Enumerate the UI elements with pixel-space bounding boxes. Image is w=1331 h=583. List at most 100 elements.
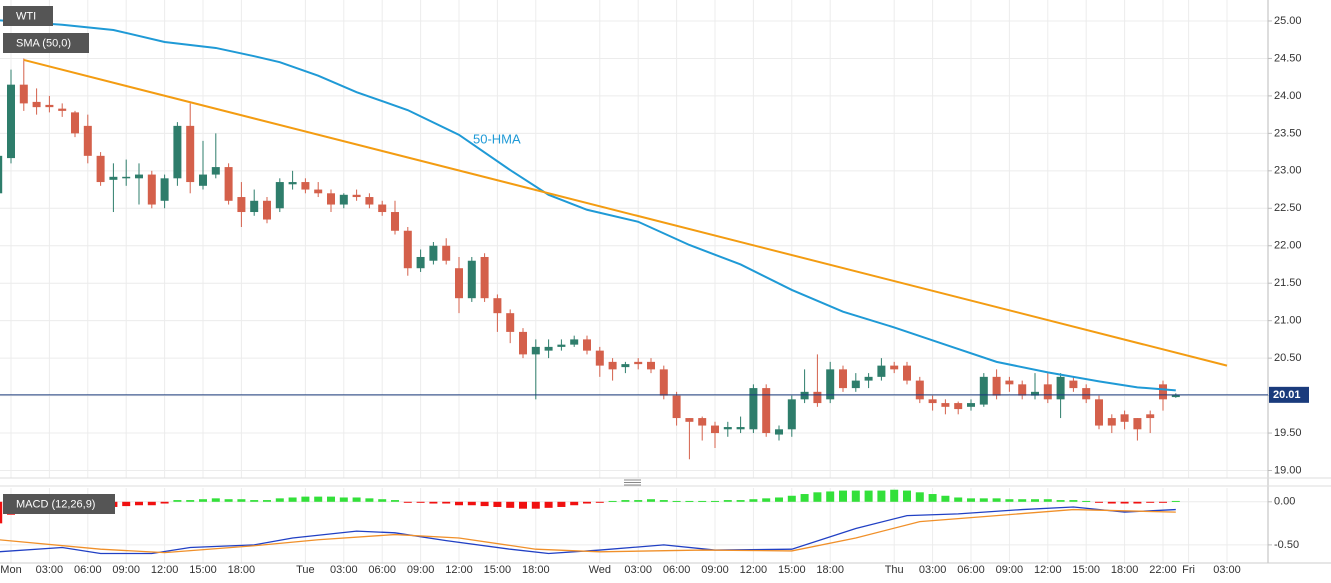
y-tick-label: 25.00 — [1274, 15, 1302, 27]
y-tick-label: 22.00 — [1274, 240, 1302, 252]
candle-body — [583, 339, 591, 351]
candle-body — [32, 101, 41, 108]
candle-body — [608, 361, 617, 370]
candle-body — [1018, 384, 1027, 396]
histogram-bar — [442, 501, 451, 504]
histogram-bar — [723, 500, 732, 502]
resize-handle[interactable] — [624, 479, 641, 486]
candle-body — [1159, 384, 1167, 400]
symbol-box[interactable] — [3, 6, 53, 26]
x-tick-label: 03:00 — [1213, 564, 1241, 576]
histogram-bar — [211, 498, 220, 502]
histogram-bar — [903, 490, 911, 502]
candle-body — [813, 391, 822, 404]
y-tick-label: 24.00 — [1274, 90, 1302, 102]
candle-body — [775, 429, 783, 435]
histogram-bar — [275, 498, 284, 502]
x-tick-label: 06:00 — [957, 564, 985, 576]
candle-body — [711, 425, 719, 434]
histogram-bar — [467, 501, 476, 506]
x-tick-label: 12:00 — [740, 564, 768, 576]
candle-body — [979, 376, 988, 405]
y-tick-label: 21.50 — [1274, 277, 1302, 289]
histogram-bar — [288, 497, 297, 502]
y-tick-label: 24.50 — [1274, 52, 1302, 64]
x-tick-label: 03:00 — [330, 564, 358, 576]
candle-body — [1031, 391, 1039, 396]
candle-body — [570, 339, 579, 345]
candle-body — [442, 245, 451, 261]
histogram-bar — [775, 497, 783, 502]
histogram-bar — [1018, 499, 1027, 502]
legend-label: SMA (50,0) — [16, 37, 71, 49]
candle-body — [224, 167, 233, 201]
histogram-bar — [915, 492, 924, 502]
candle-body — [839, 369, 847, 389]
candle-body — [0, 155, 3, 194]
histogram-bar — [455, 501, 463, 506]
x-tick-label: Thu — [885, 564, 904, 576]
histogram-bar — [749, 499, 758, 502]
histogram-bar — [583, 501, 591, 504]
histogram-bar — [864, 490, 873, 502]
candle-body — [237, 197, 246, 213]
candle-body — [915, 380, 924, 400]
x-tick-label: 06:00 — [663, 564, 691, 576]
histogram-bar — [122, 501, 131, 507]
candle-body — [250, 200, 259, 213]
indicator-box[interactable] — [3, 33, 89, 53]
candle-body — [327, 193, 335, 205]
line — [0, 508, 1176, 554]
price-panel — [0, 19, 1228, 460]
candle-body — [7, 84, 15, 159]
line — [23, 58, 1228, 367]
histogram-bar — [147, 501, 156, 506]
histogram-bar — [339, 497, 348, 502]
last-price-box — [1269, 386, 1309, 403]
x-tick-label: 09:00 — [701, 564, 729, 576]
candle-body — [416, 256, 425, 269]
candle-body — [378, 204, 387, 213]
macd-title: MACD (12,26,9) — [16, 498, 95, 510]
x-tick-label: 03:00 — [624, 564, 652, 576]
candle-body — [954, 403, 963, 410]
candle-body — [1043, 384, 1052, 400]
histogram-bar — [160, 501, 169, 504]
candle-body — [135, 174, 143, 179]
histogram-bar — [1120, 501, 1129, 504]
candle-body — [455, 268, 463, 299]
line — [0, 19, 1176, 392]
candle-body — [160, 178, 169, 201]
histogram-bar — [634, 500, 643, 502]
candle-body — [45, 104, 54, 108]
histogram-bar — [711, 500, 719, 502]
candle-body — [647, 361, 655, 370]
histogram-bar — [250, 500, 259, 502]
histogram-bar — [877, 490, 886, 502]
candle-body — [122, 176, 131, 179]
candle-body — [903, 365, 911, 381]
candle-body — [467, 260, 476, 299]
histogram-bar — [416, 501, 425, 503]
candle-body — [1082, 388, 1091, 400]
y-tick-label: 21.00 — [1274, 315, 1302, 327]
histogram-bar — [135, 501, 143, 506]
x-tick-label: 03:00 — [919, 564, 947, 576]
symbol-label: WTI — [16, 10, 36, 22]
candle-body — [173, 125, 182, 179]
histogram-bar — [954, 497, 963, 502]
candle-body — [1120, 414, 1129, 422]
candle-body — [186, 125, 195, 183]
histogram-bar — [659, 500, 668, 502]
candle-body — [83, 125, 92, 156]
y-tick-label: 22.50 — [1274, 202, 1302, 214]
candle-body — [723, 427, 732, 430]
x-tick-label: 15:00 — [189, 564, 217, 576]
indicator-box[interactable] — [3, 494, 115, 514]
histogram-bar — [1031, 499, 1039, 502]
histogram-bar — [941, 495, 950, 502]
y-tick-label: -0.50 — [1274, 539, 1299, 551]
line — [0, 506, 1176, 555]
histogram-bar — [1082, 500, 1091, 502]
